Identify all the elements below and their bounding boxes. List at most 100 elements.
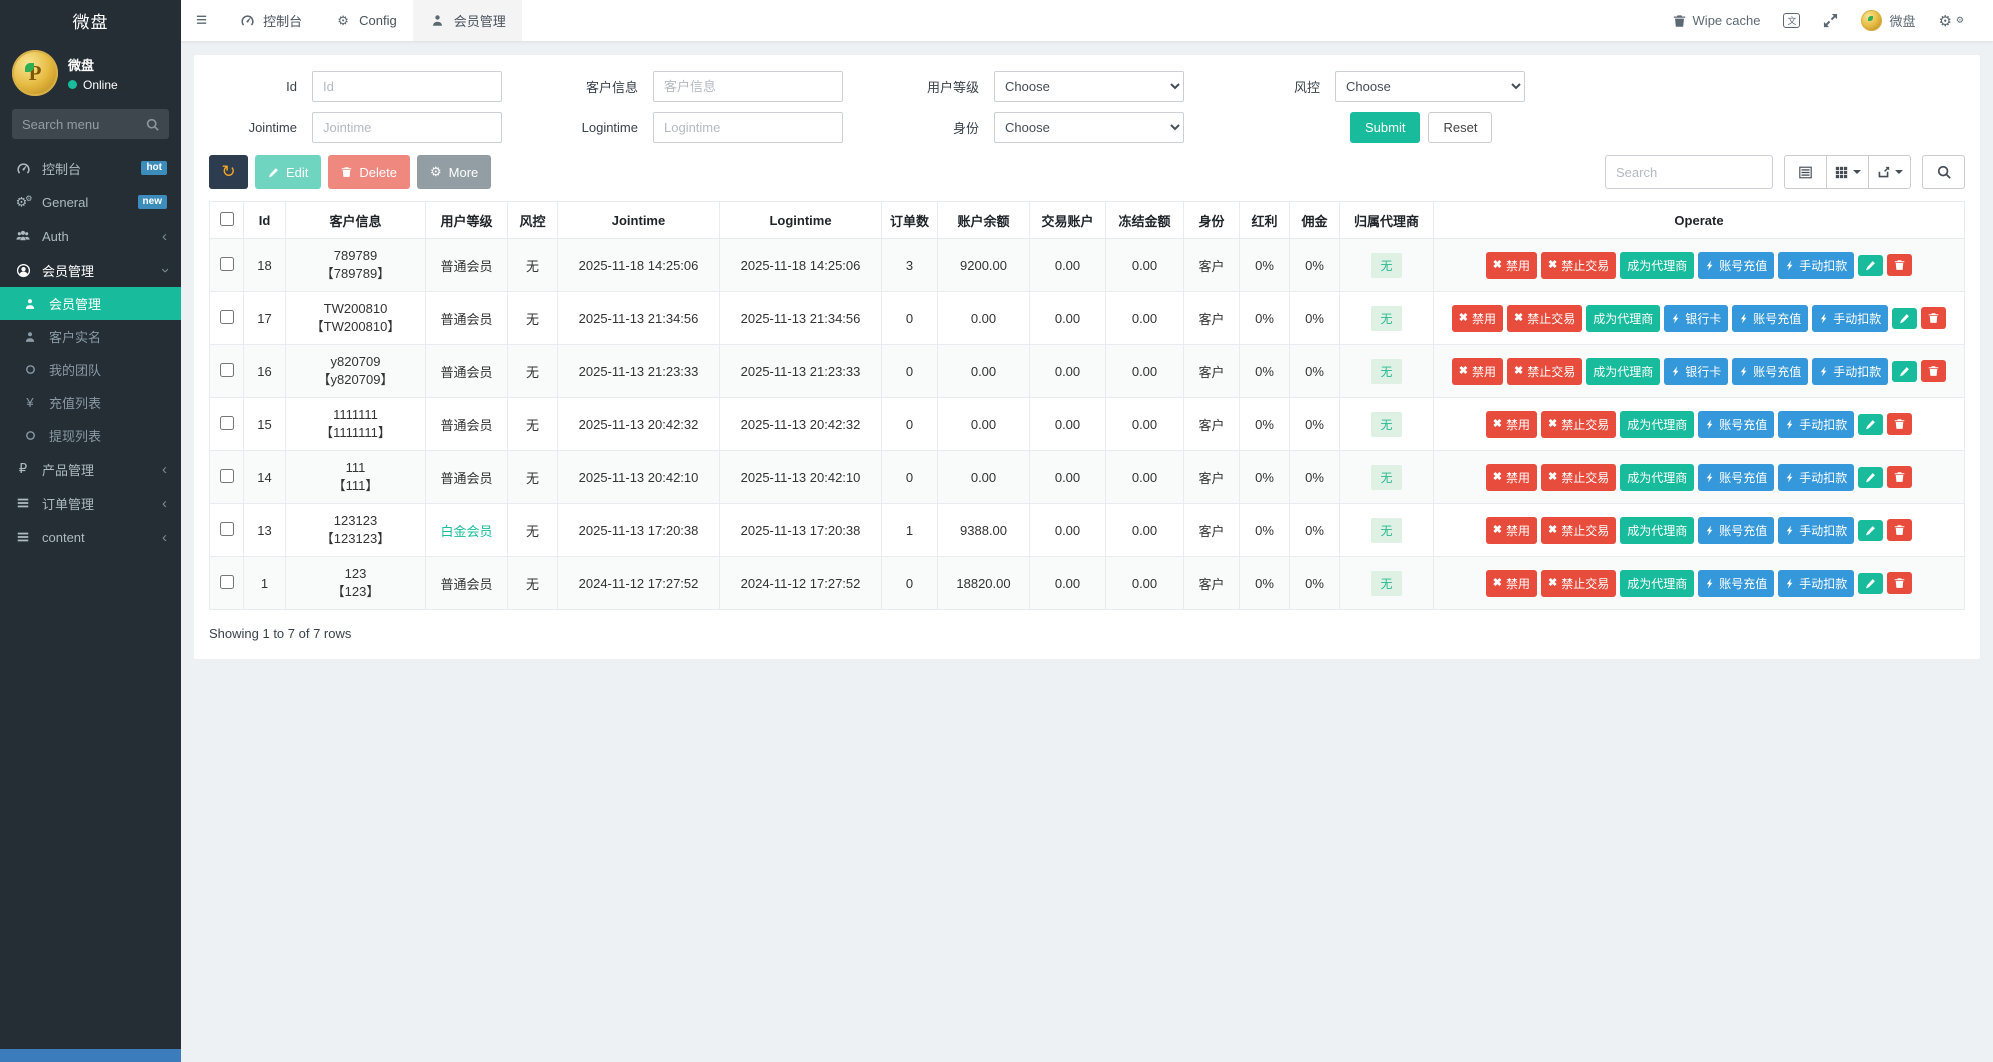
op-bank-card-button[interactable]: 银行卡 [1664, 357, 1729, 385]
op-delete-button[interactable] [1921, 360, 1947, 382]
op-deduct-button[interactable]: 手动扣款 [1778, 516, 1855, 544]
identity-select[interactable]: Choose [994, 112, 1184, 143]
pagination-toggle-button[interactable] [1784, 155, 1827, 189]
op-recharge-button[interactable]: 账号充值 [1698, 410, 1775, 438]
sidebar-subitem-3-3[interactable]: ¥ 充值列表 [0, 386, 181, 419]
hamburger-icon[interactable]: ≡ [196, 9, 208, 31]
language-button[interactable]: 文 [1783, 13, 1801, 28]
sidebar-item-0[interactable]: 控制台 hot [0, 151, 181, 185]
op-forbid-trade-button[interactable]: ✖ 禁止交易 [1506, 304, 1583, 332]
sidebar-subitem-3-2[interactable]: 我的团队 [0, 353, 181, 386]
row-checkbox[interactable] [219, 468, 234, 483]
op-delete-button[interactable] [1887, 413, 1913, 435]
op-delete-button[interactable] [1921, 307, 1947, 329]
advanced-search-button[interactable] [1922, 155, 1965, 189]
edit-button[interactable]: Edit [255, 155, 322, 189]
search-icon[interactable] [146, 118, 159, 131]
op-edit-button[interactable] [1858, 519, 1884, 541]
op-edit-button[interactable] [1858, 572, 1884, 594]
op-deduct-button[interactable]: 手动扣款 [1812, 357, 1889, 385]
op-recharge-button[interactable]: 账号充值 [1698, 516, 1775, 544]
row-checkbox[interactable] [219, 415, 234, 430]
export-button[interactable] [1868, 155, 1911, 189]
op-edit-button[interactable] [1858, 254, 1884, 276]
tab-member-management[interactable]: 会员管理 [412, 0, 522, 41]
sidebar-item-5[interactable]: 订单管理 ‹ [0, 486, 181, 520]
op-disable-button[interactable]: ✖ 禁用 [1451, 357, 1503, 385]
select-all-checkbox[interactable] [219, 211, 234, 226]
client-info-input[interactable] [653, 71, 843, 102]
op-recharge-button[interactable]: 账号充值 [1698, 569, 1775, 597]
op-forbid-trade-button[interactable]: ✖ 禁止交易 [1540, 516, 1617, 544]
sidebar-item-6[interactable]: content ‹ [0, 520, 181, 554]
op-become-agent-button[interactable]: 成为代理商 [1620, 410, 1695, 438]
sidebar-subitem-3-1[interactable]: 客户实名 [0, 320, 181, 353]
op-delete-button[interactable] [1887, 254, 1913, 276]
op-bank-card-button[interactable]: 银行卡 [1664, 304, 1729, 332]
reset-button[interactable]: Reset [1428, 112, 1493, 143]
op-become-agent-button[interactable]: 成为代理商 [1586, 304, 1661, 332]
op-delete-button[interactable] [1887, 466, 1913, 488]
op-deduct-button[interactable]: 手动扣款 [1778, 410, 1855, 438]
op-recharge-button[interactable]: 账号充值 [1698, 463, 1775, 491]
id-input[interactable] [312, 71, 502, 102]
op-deduct-button[interactable]: 手动扣款 [1778, 569, 1855, 597]
op-disable-button[interactable]: ✖ 禁用 [1485, 251, 1537, 279]
submit-button[interactable]: Submit [1350, 112, 1421, 143]
op-deduct-button[interactable]: 手动扣款 [1778, 463, 1855, 491]
op-recharge-button[interactable]: 账号充值 [1698, 251, 1775, 279]
op-edit-button[interactable] [1858, 413, 1884, 435]
tab-config[interactable]: ⚙ Config [318, 0, 413, 41]
op-delete-button[interactable] [1887, 572, 1913, 594]
op-edit-button[interactable] [1858, 466, 1884, 488]
refresh-button[interactable]: ↻ [209, 155, 248, 189]
jointime-input[interactable] [312, 112, 502, 143]
fullscreen-button[interactable] [1823, 13, 1838, 28]
op-disable-button[interactable]: ✖ 禁用 [1451, 304, 1503, 332]
op-delete-button[interactable] [1887, 519, 1913, 541]
op-disable-button[interactable]: ✖ 禁用 [1485, 569, 1537, 597]
row-checkbox[interactable] [219, 309, 234, 324]
op-become-agent-button[interactable]: 成为代理商 [1620, 251, 1695, 279]
op-forbid-trade-button[interactable]: ✖ 禁止交易 [1540, 569, 1617, 597]
row-checkbox[interactable] [219, 521, 234, 536]
settings-gears-icon[interactable]: ⚙ ⚙ [1938, 12, 1964, 30]
wipe-cache-button[interactable]: Wipe cache [1673, 13, 1760, 28]
op-forbid-trade-button[interactable]: ✖ 禁止交易 [1540, 463, 1617, 491]
op-disable-button[interactable]: ✖ 禁用 [1485, 410, 1537, 438]
tab-dashboard[interactable]: 控制台 [222, 0, 318, 41]
op-become-agent-button[interactable]: 成为代理商 [1620, 569, 1695, 597]
op-become-agent-button[interactable]: 成为代理商 [1620, 516, 1695, 544]
op-forbid-trade-button[interactable]: ✖ 禁止交易 [1506, 357, 1583, 385]
sidebar-item-2[interactable]: Auth ‹ [0, 219, 181, 253]
op-deduct-button[interactable]: 手动扣款 [1812, 304, 1889, 332]
sidebar-subitem-3-0[interactable]: 会员管理 [0, 287, 181, 320]
op-deduct-button[interactable]: 手动扣款 [1778, 251, 1855, 279]
row-checkbox[interactable] [219, 574, 234, 589]
risk-select[interactable]: Choose [1335, 71, 1525, 102]
row-checkbox[interactable] [219, 362, 234, 377]
op-forbid-trade-button[interactable]: ✖ 禁止交易 [1540, 251, 1617, 279]
op-disable-button[interactable]: ✖ 禁用 [1485, 516, 1537, 544]
logintime-input[interactable] [653, 112, 843, 143]
op-disable-button[interactable]: ✖ 禁用 [1485, 463, 1537, 491]
user-level-select[interactable]: Choose [994, 71, 1184, 102]
op-become-agent-button[interactable]: 成为代理商 [1620, 463, 1695, 491]
sidebar-item-1[interactable]: ⚙⚙ General new [0, 185, 181, 219]
delete-button[interactable]: Delete [328, 155, 410, 189]
sidebar-item-4[interactable]: ₽ 产品管理 ‹ [0, 452, 181, 486]
table-search-input[interactable] [1605, 155, 1773, 189]
op-recharge-button[interactable]: 账号充值 [1732, 304, 1809, 332]
op-become-agent-button[interactable]: 成为代理商 [1586, 357, 1661, 385]
more-button[interactable]: ⚙ More [416, 155, 492, 189]
sidebar-search-input[interactable] [22, 116, 146, 132]
op-recharge-button[interactable]: 账号充值 [1732, 357, 1809, 385]
sidebar-item-3[interactable]: 会员管理 ‹ [0, 253, 181, 287]
op-edit-button[interactable] [1892, 307, 1918, 329]
row-checkbox[interactable] [219, 256, 234, 271]
sidebar-subitem-3-4[interactable]: 提现列表 [0, 419, 181, 452]
columns-button[interactable] [1826, 155, 1869, 189]
op-edit-button[interactable] [1892, 360, 1918, 382]
profile-menu[interactable]: 微盘 [1861, 10, 1915, 31]
op-forbid-trade-button[interactable]: ✖ 禁止交易 [1540, 410, 1617, 438]
